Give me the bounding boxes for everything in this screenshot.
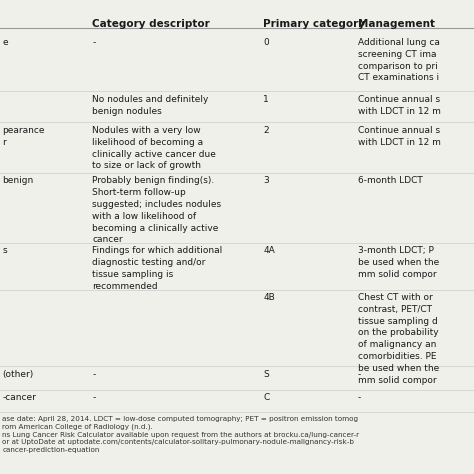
Text: s: s: [2, 246, 7, 255]
Text: No nodules and definitely
benign nodules: No nodules and definitely benign nodules: [92, 95, 209, 116]
Text: S: S: [263, 370, 269, 379]
Text: 0: 0: [263, 38, 269, 47]
Text: (other): (other): [2, 370, 34, 379]
Text: Management: Management: [358, 19, 435, 29]
Text: Nodules with a very low
likelihood of becoming a
clinically active cancer due
to: Nodules with a very low likelihood of be…: [92, 126, 216, 171]
Text: 4B: 4B: [263, 293, 275, 302]
Text: 1: 1: [263, 95, 269, 104]
Text: Category descriptor: Category descriptor: [92, 19, 210, 29]
Text: e: e: [2, 38, 8, 47]
Text: -: -: [358, 370, 361, 379]
Text: -: -: [92, 393, 96, 402]
Text: 3: 3: [263, 176, 269, 185]
Text: benign: benign: [2, 176, 34, 185]
Text: Additional lung ca
screening CT ima
comparison to pri
CT examinations i: Additional lung ca screening CT ima comp…: [358, 38, 440, 82]
Text: 2: 2: [263, 126, 269, 135]
Text: 6-month LDCT: 6-month LDCT: [358, 176, 423, 185]
Text: Continue annual s
with LDCT in 12 m: Continue annual s with LDCT in 12 m: [358, 126, 441, 147]
Text: -: -: [358, 393, 361, 402]
Text: -: -: [92, 38, 96, 47]
Text: -cancer: -cancer: [2, 393, 36, 402]
Text: Continue annual s
with LDCT in 12 m: Continue annual s with LDCT in 12 m: [358, 95, 441, 116]
Text: Chest CT with or 
contrast, PET/CT 
tissue sampling d
on the probability
of mali: Chest CT with or contrast, PET/CT tissue…: [358, 293, 439, 384]
Text: 3-month LDCT; P
be used when the
mm solid compor: 3-month LDCT; P be used when the mm soli…: [358, 246, 439, 279]
Text: Probably benign finding(s).
Short-term follow-up
suggested; includes nodules
wit: Probably benign finding(s). Short-term f…: [92, 176, 221, 244]
Text: Primary category: Primary category: [263, 19, 365, 29]
Text: pearance
r: pearance r: [2, 126, 45, 147]
Text: -: -: [92, 370, 96, 379]
Text: C: C: [263, 393, 269, 402]
Text: 4A: 4A: [263, 246, 275, 255]
Text: ase date: April 28, 2014. LDCT = low-dose computed tomography; PET = positron em: ase date: April 28, 2014. LDCT = low-dos…: [2, 416, 359, 453]
Text: Findings for which additional
diagnostic testing and/or
tissue sampling is
recom: Findings for which additional diagnostic…: [92, 246, 223, 291]
